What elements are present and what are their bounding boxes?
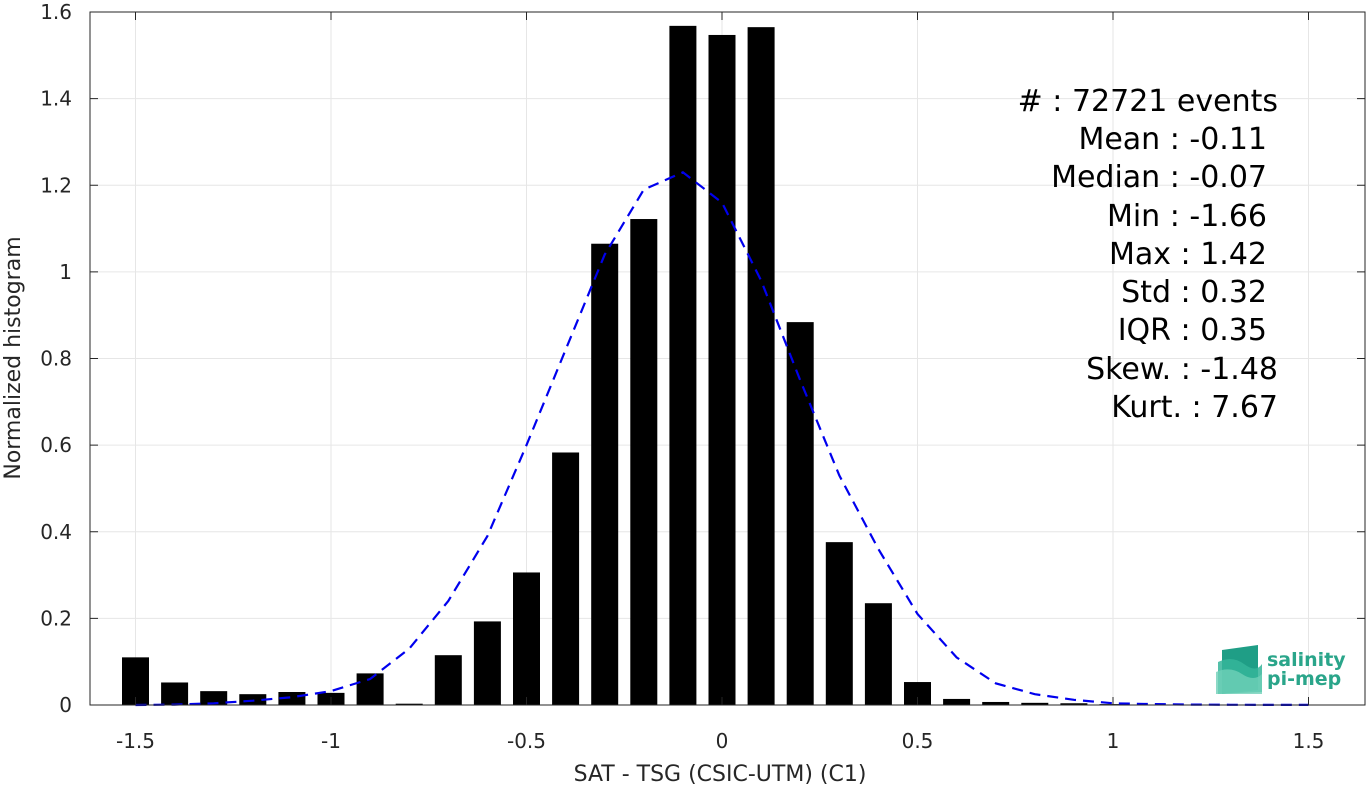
histogram-bar [630,219,658,705]
stat-iqr: IQR : 0.35 [1118,313,1267,348]
y-tick-label: 0.2 [40,606,72,630]
stat-median: Median : -0.07 [1051,160,1267,195]
histogram-bar [708,34,736,705]
y-axis-ticks: 0 0.2 0.4 0.6 0.8 1 1.2 1.4 1.6 [40,0,1365,717]
y-tick-label: 0.6 [40,433,72,457]
y-tick-label: 1.6 [40,0,72,24]
histogram-bar [161,682,189,705]
y-tick-label: 0.8 [40,347,72,371]
x-tick-label: 0.5 [902,729,934,753]
stat-events: # : 72721 events [1018,84,1278,119]
histogram-bar [747,27,775,706]
histogram-bar [786,322,814,705]
histogram-bar [552,452,580,705]
y-axis-label: Normalized histogram [1,236,26,479]
histogram-bar [395,703,423,705]
x-tick-label: -1 [321,729,341,753]
x-axis-label: SAT - TSG (CSIC-UTM) (C1) [574,762,867,785]
stat-kurt: Kurt. : 7.67 [1111,390,1278,425]
y-tick-label: 1.4 [40,87,72,111]
histogram-bars [122,25,1322,706]
histogram-bar [473,621,501,705]
logo-line-1: salinity [1267,649,1346,671]
statistics-box: # : 72721 events Mean : -0.11 Median : -… [1018,84,1278,425]
y-tick-label: 0.4 [40,520,72,544]
histogram-bar [434,655,462,705]
histogram-bar [825,542,853,705]
logo-line-2: pi-mep [1267,668,1341,690]
stat-max: Max : 1.42 [1109,237,1267,272]
histogram-bar [513,572,540,705]
y-tick-label: 1.2 [40,173,72,197]
histogram-bar [669,25,697,706]
x-tick-label: -1.5 [116,729,155,753]
x-tick-label: -0.5 [507,729,546,753]
histogram-bar [943,698,971,705]
histogram-bar [200,691,228,705]
histogram-bar [982,701,1010,705]
y-tick-label: 0 [59,693,72,717]
histogram-bar [864,603,892,705]
y-tick-label: 1 [59,260,72,284]
x-axis-ticks: -1.5 -1 -0.5 0 0.5 1 1.5 [116,12,1324,753]
histogram-bar [591,243,619,706]
histogram-bar [1021,702,1049,705]
wave-logo-icon [1216,645,1262,694]
x-tick-label: 0 [716,729,729,753]
histogram-bar [904,682,931,705]
stat-skew: Skew. : -1.48 [1086,352,1278,387]
stat-mean: Mean : -0.11 [1078,122,1267,157]
x-tick-label: 1.5 [1293,729,1325,753]
x-tick-label: 1 [1107,729,1120,753]
histogram-bar [1060,703,1088,705]
stat-min: Min : -1.66 [1107,199,1267,234]
salinity-pimep-logo: salinity pi-mep [1216,645,1346,694]
stat-std: Std : 0.32 [1121,275,1267,310]
histogram-bar [239,694,267,705]
